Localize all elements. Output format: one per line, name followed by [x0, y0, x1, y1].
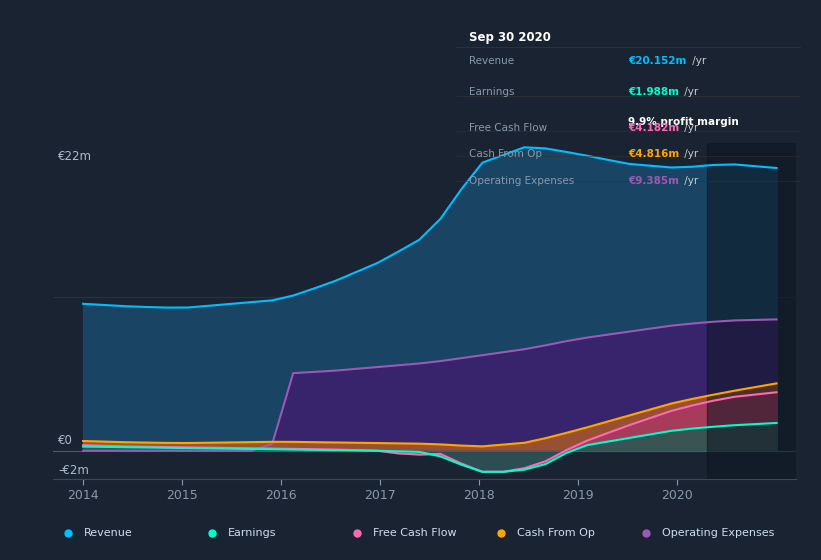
Text: /yr: /yr	[681, 123, 699, 133]
Text: Cash From Op: Cash From Op	[470, 149, 543, 159]
Text: €20.152m: €20.152m	[628, 55, 686, 66]
Text: 9.9% profit margin: 9.9% profit margin	[628, 118, 739, 127]
Text: €1.988m: €1.988m	[628, 87, 679, 97]
Text: Sep 30 2020: Sep 30 2020	[470, 31, 552, 44]
Text: /yr: /yr	[681, 87, 699, 97]
Text: Earnings: Earnings	[470, 87, 515, 97]
Text: Earnings: Earnings	[228, 529, 277, 538]
Text: Free Cash Flow: Free Cash Flow	[470, 123, 548, 133]
Text: Operating Expenses: Operating Expenses	[662, 529, 774, 538]
Text: Operating Expenses: Operating Expenses	[470, 176, 575, 185]
Text: Cash From Op: Cash From Op	[517, 529, 595, 538]
Text: Revenue: Revenue	[84, 529, 132, 538]
Text: €0: €0	[58, 433, 73, 447]
Text: €4.816m: €4.816m	[628, 149, 679, 159]
Text: €9.385m: €9.385m	[628, 176, 679, 185]
Bar	[707, 143, 796, 479]
Text: /yr: /yr	[681, 176, 699, 185]
Text: €4.182m: €4.182m	[628, 123, 679, 133]
Text: €22m: €22m	[58, 150, 92, 163]
Text: /yr: /yr	[681, 149, 699, 159]
Text: -€2m: -€2m	[58, 464, 89, 477]
Text: Revenue: Revenue	[470, 55, 515, 66]
Text: /yr: /yr	[689, 55, 706, 66]
Text: Free Cash Flow: Free Cash Flow	[373, 529, 456, 538]
